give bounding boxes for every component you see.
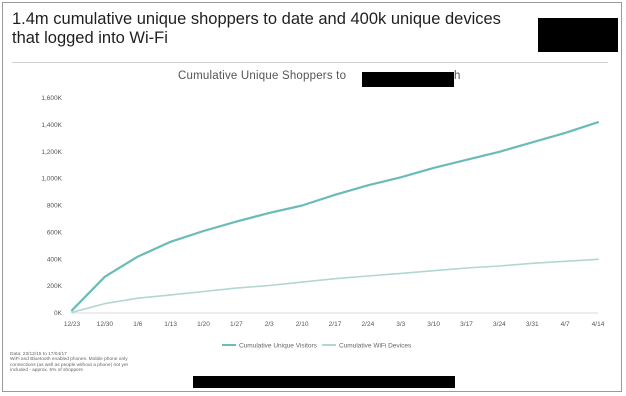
- y-tick-label: 800K: [47, 203, 63, 210]
- y-tick-label: 1,200K: [41, 149, 62, 156]
- redaction-box-chart-title: [362, 72, 454, 87]
- x-tick-label: 1/6: [133, 321, 142, 328]
- footnote: Data: 23/12/15 to 17/04/17 WiFi and Blue…: [10, 352, 190, 374]
- x-tick-label: 2/24: [362, 321, 375, 328]
- series-1-point: [137, 255, 139, 258]
- series-2-point: [170, 294, 172, 296]
- y-tick-label: 600K: [47, 229, 63, 236]
- x-tick-label: 2/3: [265, 321, 274, 328]
- x-tick-label: 4/14: [592, 321, 605, 328]
- series-1-point: [433, 167, 435, 169]
- chart-title-tail: h: [454, 70, 461, 82]
- redaction-box-bottom: [193, 376, 455, 388]
- y-tick-label: 1,000K: [41, 176, 62, 183]
- series-1-point: [597, 121, 599, 123]
- x-tick-label: 12/23: [64, 321, 81, 328]
- x-tick-label: 1/20: [197, 321, 210, 328]
- series-1-point: [334, 194, 336, 196]
- legend-label-2: Cumulative WiFi Devices: [339, 342, 412, 349]
- x-tick-label: 3/31: [526, 321, 539, 328]
- series-2-point: [137, 297, 139, 299]
- chart-title: Cumulative Unique Shoppers to: [178, 70, 347, 82]
- series-2-point: [235, 287, 237, 289]
- legend-label-1: Cumulative Unique Visitors: [239, 342, 318, 349]
- headline: 1.4m cumulative unique shoppers to date …: [12, 10, 522, 48]
- series-2-point: [465, 267, 468, 269]
- series-2-point: [400, 272, 402, 274]
- y-tick-label: 0K: [54, 310, 63, 317]
- series-2-point: [367, 275, 369, 277]
- x-tick-label: 2/10: [296, 321, 309, 328]
- y-tick-label: 1,600K: [41, 95, 62, 102]
- series-1-point: [531, 141, 533, 143]
- headline-line-1: 1.4m cumulative unique shoppers to date …: [12, 10, 501, 28]
- x-tick-label: 3/10: [427, 321, 440, 328]
- series-2-point: [71, 311, 73, 313]
- series-1-point: [170, 241, 172, 243]
- x-tick-label: 2/17: [329, 321, 342, 328]
- series-1-point: [465, 159, 468, 161]
- x-tick-label: 3/3: [396, 321, 405, 328]
- y-tick-label: 1,400K: [41, 122, 62, 129]
- footnote-line-4: included - approx. 5% of shoppers: [10, 368, 83, 374]
- x-tick-label: 4/7: [561, 321, 570, 328]
- series-2-point: [268, 284, 270, 287]
- series-1-point: [367, 184, 369, 186]
- footnote-line-2: WiFi and Bluetooth enabled phones. Mobil…: [10, 357, 128, 363]
- series-1-point: [268, 212, 270, 214]
- series-2-point: [334, 278, 336, 280]
- x-tick-label: 12/30: [97, 321, 114, 328]
- series-1-point: [301, 204, 303, 207]
- series-1-point: [564, 132, 566, 134]
- series-1-point: [202, 230, 205, 232]
- redaction-box-top-right: [538, 18, 618, 52]
- series-1-point: [400, 176, 402, 178]
- series-1-point: [104, 276, 106, 278]
- footnote-line-1: Data: 23/12/15 to 17/04/17: [10, 352, 67, 357]
- series-2-point: [433, 270, 435, 272]
- headline-line-2: that logged into Wi-Fi: [12, 29, 168, 47]
- series-2-point: [301, 281, 303, 283]
- slide: [2, 2, 622, 392]
- footnote-line-3: connections (as well as people without a…: [10, 362, 128, 368]
- x-tick-label: 3/24: [493, 321, 506, 328]
- series-2-point: [104, 302, 106, 305]
- x-tick-label: 1/13: [164, 321, 177, 328]
- x-tick-label: 1/27: [230, 321, 243, 328]
- series-2-point: [202, 290, 205, 293]
- y-tick-label: 200K: [47, 283, 63, 290]
- series-1-point: [71, 309, 73, 311]
- series-1-point: [498, 151, 500, 153]
- series-line-1: [70, 121, 600, 312]
- series-line-2: [71, 258, 599, 314]
- series-2-point: [498, 265, 500, 267]
- series-1-point: [235, 221, 237, 223]
- series-2-point: [597, 258, 599, 260]
- y-tick-label: 400K: [47, 256, 63, 263]
- x-tick-label: 3/17: [460, 321, 473, 328]
- header-divider: [12, 62, 608, 63]
- series-2-point: [564, 260, 566, 262]
- series-2-point: [531, 262, 533, 264]
